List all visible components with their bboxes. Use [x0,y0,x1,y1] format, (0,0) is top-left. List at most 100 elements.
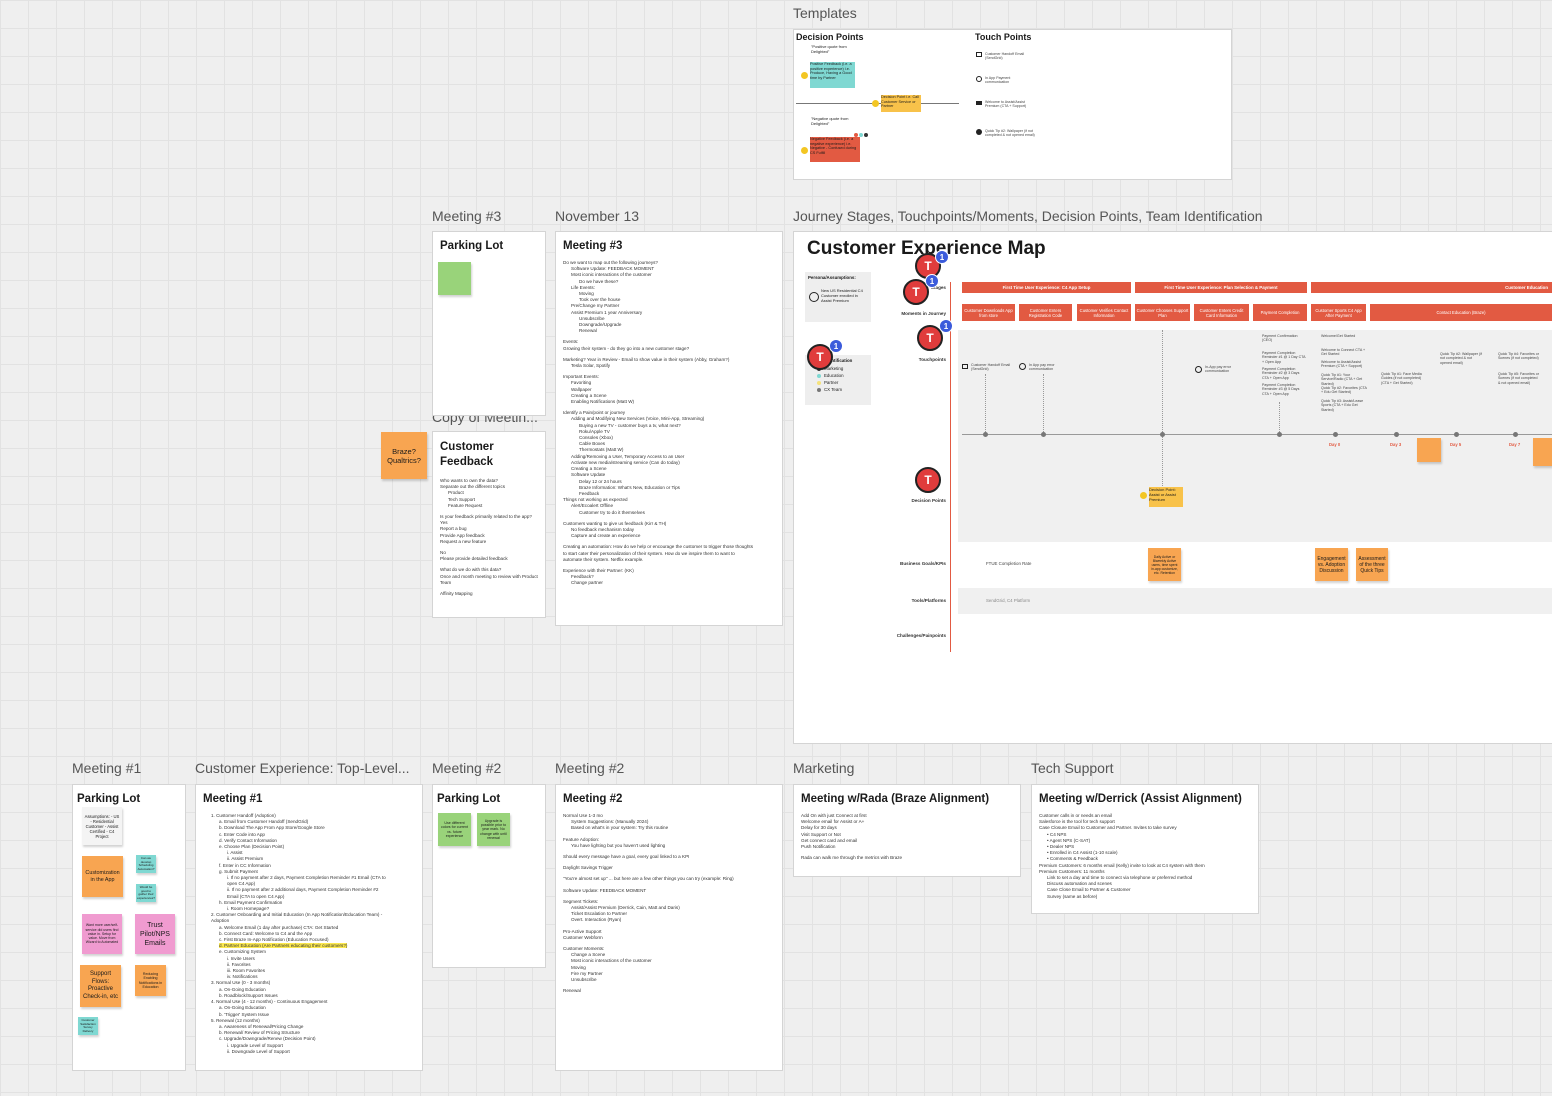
doc-line: Separate out the different topics [440,484,506,490]
comment-count-badge[interactable]: 1 [829,339,843,353]
doc-line: Should every message have a goal, every … [563,854,690,860]
frame-title-meeting1-parking[interactable]: Meeting #1 [72,760,142,776]
templates-frame[interactable]: Decision Points Touch Points "Positive q… [793,29,1232,180]
meeting1-parking-frame[interactable]: Parking Lot Assumptions: - US - Resident… [72,784,186,1071]
user-avatar[interactable]: T [903,279,929,305]
moment-app-after-payment[interactable]: Customer Sports C4 App After Payment [1311,304,1366,321]
timeline-dot[interactable] [1160,432,1165,437]
touchpoint-tip-media: Quick Tip #1: Face Media Guides (if not … [1381,372,1422,385]
doc-line: Discuss automation and scenes [1047,881,1112,887]
meeting1-doc[interactable]: Meeting #1 1. Customer Handoff (Adoption… [195,784,423,1071]
negative-note[interactable]: Negative Feedback (i.e. a negative exper… [810,137,860,162]
moment-payment-completion[interactable]: Payment Completion [1253,304,1307,321]
doc-line: • C4 NPS [1047,831,1067,837]
doc-line: Provide App feedback [440,532,485,538]
moment-registration[interactable]: Customer Enters Registration Code [1019,304,1072,321]
email-icon [976,52,982,57]
frame-title-november13[interactable]: November 13 [555,208,640,224]
moment-download-app[interactable]: Customer Downloads App from store [962,304,1015,321]
doc-line: • Enrolled in C4 Assist (1-10 scale) [1047,850,1118,856]
meeting2-doc[interactable]: Meeting #2 Normal Use 1-3 mo System Sugge… [555,784,783,1071]
frame-title-templates[interactable]: Templates [793,5,857,21]
moment-support-plan[interactable]: Customer Chooses Support Plan [1135,304,1190,321]
kpi-sticky-retention[interactable]: Daily Active or Biweekly Active users, t… [1148,548,1181,581]
idea-sticky[interactable]: Use different colors for current vs. fut… [438,813,471,846]
frame-title-meeting2[interactable]: Meeting #2 [555,760,625,776]
team-item: Partner [817,379,871,386]
stage-c4-app-setup[interactable]: First Time User Experience: C4 App Setup [962,282,1131,293]
meeting2-body: Normal Use 1-3 mo System Suggestions: (Ma… [556,813,782,994]
comment-count-badge[interactable]: 1 [939,319,953,333]
day-sticky[interactable] [1533,438,1552,466]
meeting3-doc[interactable]: Meeting #3 Do we want to map out the fol… [555,231,783,626]
idea-sticky[interactable]: Reducing Enabling Notifications in Educa… [135,965,166,996]
timeline-dot[interactable] [1454,432,1459,437]
user-avatar[interactable]: T [917,325,943,351]
doc-line: a. Welcome Email (1 day after purchase) … [219,924,339,930]
kpi-sticky-assessment[interactable]: Assessment of the three Quick Tips [1356,548,1388,581]
frame-title-cx-top[interactable]: Customer Experience: Top-Level... [195,760,410,776]
doc-line: Life Events: [571,284,596,290]
doc-line: Tesla Solar, Spotify [571,363,611,369]
kpi-sticky-engagement[interactable]: Engagement vs. Adoption Discussion [1315,548,1348,581]
timeline-dot[interactable] [1041,432,1046,437]
row-label-kpis: Business Goals/KPIs [900,561,946,566]
idea-sticky[interactable]: Want more user/self-service did users fi… [82,914,122,954]
frame-title-meeting2-parking[interactable]: Meeting #2 [432,760,502,776]
sticky-note[interactable] [438,262,471,295]
team-dots [854,133,868,137]
marketing-doc[interactable]: Meeting w/Rada (Braze Alignment) Add On … [793,784,1021,877]
idea-sticky[interactable]: Customer Satisfaction Survey Delivery [78,1017,98,1035]
timeline-dot[interactable] [1277,432,1282,437]
stage-customer-education[interactable]: Customer Education [1311,282,1552,293]
doc-line: Favoriting [571,380,592,386]
user-avatar[interactable]: T [807,344,833,370]
idea-sticky[interactable]: Support Flows: Proactive Check-in, etc [80,965,121,1007]
moment-credit-card[interactable]: Customer Enters Credit Card Information [1194,304,1249,321]
comment-count-badge[interactable]: 1 [925,274,939,288]
decision-point-note[interactable]: Decision Point: Assist or Assist Premium [1149,487,1183,507]
timeline-dot[interactable] [983,432,988,437]
negative-quote: "Negative quote from Delighted" [811,116,849,126]
comment-count-badge[interactable]: 1 [935,250,949,264]
row-label-decision: Decision Points [911,498,946,503]
idea-sticky[interactable]: Can we develop Scheduling Automation? [136,855,156,873]
meeting2-parking-frame[interactable]: Parking Lot Use different colors for cur… [432,784,546,968]
meeting3-heading: Meeting #3 [563,240,623,252]
frame-title-tech-support[interactable]: Tech Support [1031,760,1114,776]
user-avatar[interactable]: T [915,467,941,493]
idea-sticky[interactable]: Upgrade is possible prior to year mark. … [477,813,510,846]
doc-line: Please provide detailed feedback [440,556,508,562]
moment-verify-contact[interactable]: Customer Verifies Contact Information [1077,304,1131,321]
doc-line: Case Close Email to Partner & Customer [1047,887,1131,893]
doc-line: Visit Support or Not [801,831,841,837]
doc-line: Most iconic interactions of the customer [571,958,652,964]
customer-feedback-doc[interactable]: Customer Feedback Who wants to own the d… [432,431,546,618]
doc-line: Fire my Partner [571,970,603,976]
braze-qualtrics-sticky[interactable]: Braze? Qualtrics? [381,432,427,479]
doc-line: Adding/Removing a User, Temporary Access… [571,453,685,459]
assumptions-sticky[interactable]: Assumptions: - US - Residential Customer… [82,807,122,845]
decision-note[interactable]: Decision Point i.e. Call Customer Servic… [881,95,921,112]
doc-line: Activate new media/streaming service (Ca… [571,459,680,465]
frame-title-marketing[interactable]: Marketing [793,760,855,776]
meeting3-parking-frame[interactable]: Parking Lot [432,231,546,416]
stage-plan-selection[interactable]: First Time User Experience: Plan Selecti… [1135,282,1307,293]
frame-title-journey[interactable]: Journey Stages, Touchpoints/Moments, Dec… [793,208,1263,224]
timeline-dot[interactable] [1333,432,1338,437]
timeline-dot[interactable] [1513,432,1518,437]
idea-sticky[interactable]: Trust Pilot/NPS Emails [135,914,175,954]
idea-sticky[interactable]: Customization in the App [82,856,123,897]
touchpoint-payment-0: Payment Confirmation (CEO) [1262,334,1298,343]
doc-line: ii. If no payment after 2 additional day… [227,887,379,893]
doc-line: • Dealer NPS [1047,844,1075,850]
frame-title-meeting3-parking[interactable]: Meeting #3 [432,208,502,224]
day-sticky[interactable] [1417,438,1441,462]
timeline-dot[interactable] [1394,432,1399,437]
tech-support-doc[interactable]: Meeting w/Derrick (Assist Alignment) Cus… [1031,784,1259,914]
doc-line: Based on what's in your system: Try this… [571,825,669,831]
idea-sticky[interactable]: Would be good to gather their experience… [136,884,156,902]
doc-line: Segment Tickets: [563,898,599,904]
positive-note[interactable]: Positive Feedback (i.e. a positive exper… [810,62,855,88]
moment-contact-education[interactable]: Contact Education (Braze) [1370,304,1552,321]
